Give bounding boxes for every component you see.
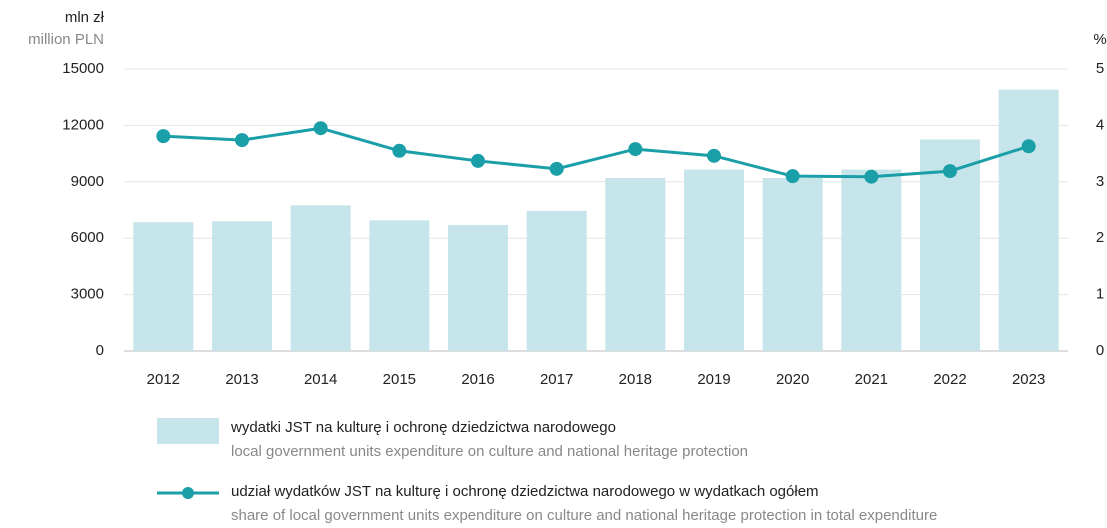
marker [392,143,407,158]
marker [156,129,171,144]
marker [785,169,800,184]
marker [549,161,564,176]
x-tick-label: 2014 [304,371,337,388]
marker [1021,139,1036,154]
y-axis-label: mln zł [65,9,105,26]
bar [448,225,508,351]
y2-tick-label: 2 [1096,229,1104,246]
x-tick-label: 2013 [225,371,258,388]
bar [684,169,744,351]
y2-axis-label: % [1093,31,1106,48]
y-tick-label: 3000 [71,286,104,303]
bar [841,169,902,351]
bar [762,178,823,351]
y-tick-label: 6000 [71,229,104,246]
legend-label-en: local government units expenditure on cu… [231,443,748,460]
y2-tick-label: 1 [1096,286,1104,303]
x-tick-label: 2023 [1012,371,1045,388]
x-tick-label: 2018 [619,371,652,388]
bar [212,221,272,351]
y-tick-label: 12000 [62,116,104,133]
y2-tick-label: 0 [1096,342,1104,359]
marker [628,142,643,157]
bar [998,89,1059,352]
x-tick-label: 2019 [697,371,730,388]
bar [526,210,587,351]
y2-tick-label: 5 [1096,60,1104,77]
y-tick-label: 15000 [62,60,104,77]
x-tick-label: 2017 [540,371,573,388]
y-tick-label: 9000 [71,173,104,190]
legend-label: udział wydatków JST na kulturę i ochronę… [231,483,819,500]
y-axis-label-en: million PLN [28,31,104,48]
y-tick-label: 0 [96,342,104,359]
marker [943,164,957,179]
bar [369,220,430,351]
y2-tick-label: 3 [1096,173,1104,190]
bar [133,222,194,351]
marker [235,133,249,148]
marker [313,121,328,136]
x-tick-label: 2016 [461,371,494,388]
legend-label-en: share of local government units expendit… [231,507,937,524]
x-tick-label: 2021 [855,371,888,388]
x-tick-label: 2022 [933,371,966,388]
legend-marker [182,487,194,499]
bar [290,205,351,351]
marker [471,153,485,168]
line [163,126,1030,179]
bar [605,178,666,351]
marker [707,148,721,163]
marker [864,169,879,184]
x-tick-label: 2012 [147,371,180,388]
y2-tick-label: 4 [1096,116,1104,133]
legend-label: wydatki JST na kulturę i ochronę dziedzi… [230,419,616,436]
x-tick-label: 2020 [776,371,809,388]
legend-swatch [157,418,219,444]
x-tick-label: 2015 [383,371,416,388]
